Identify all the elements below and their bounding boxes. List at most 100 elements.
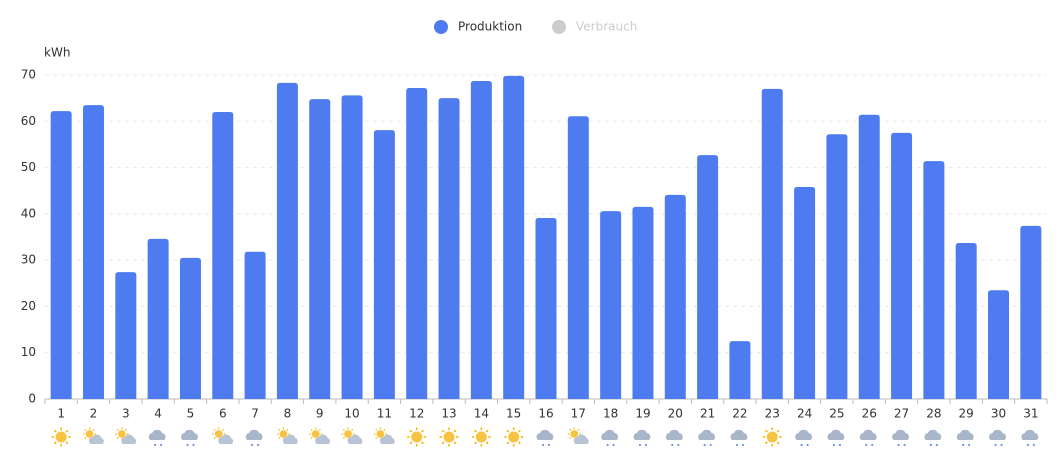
rain-drop [192, 443, 195, 447]
bar [632, 206, 654, 399]
sun [279, 430, 288, 438]
rain-drop [903, 443, 906, 447]
rain-drop [741, 443, 745, 447]
rain-drop [547, 443, 551, 447]
sun [411, 431, 423, 443]
cloud [859, 429, 877, 440]
rain-drop [612, 443, 615, 447]
rain-drop [962, 443, 965, 447]
rain-drop [865, 443, 868, 447]
x-tick-label: 16 [538, 407, 553, 421]
sun-ray [765, 429, 768, 433]
rain-drop [838, 443, 842, 447]
y-axis-label: kWh [44, 46, 70, 60]
bar [858, 114, 880, 399]
sun-ray [318, 428, 321, 431]
weather-icon [51, 427, 71, 447]
bar [891, 132, 913, 399]
sun-ray [116, 437, 119, 440]
bar [567, 116, 589, 400]
sun [214, 430, 223, 438]
weather-icon [181, 429, 198, 447]
sun-ray [421, 441, 424, 445]
bar [212, 112, 234, 400]
bar [761, 88, 783, 399]
cloud [1021, 429, 1039, 440]
x-tick-label: 27 [894, 407, 909, 421]
bar [179, 257, 201, 399]
rain-drop [994, 443, 997, 447]
sun-ray [776, 429, 780, 433]
x-tick-label: 28 [926, 407, 941, 421]
weather-icon [309, 427, 331, 444]
sun-ray [409, 429, 413, 433]
y-tick-label: 10 [21, 345, 36, 359]
weather-icon [536, 429, 554, 447]
x-tick-label: 14 [474, 407, 489, 421]
x-tick-label: 5 [187, 407, 195, 421]
x-tick-label: 30 [991, 407, 1006, 421]
sun-ray [506, 441, 510, 445]
cloud [924, 429, 942, 440]
sun [117, 430, 126, 438]
sun-ray [383, 428, 386, 431]
weather-icon [276, 427, 298, 444]
cloud [892, 429, 909, 440]
sun-ray [310, 437, 313, 440]
weather-icon [924, 429, 942, 447]
weather-icon [859, 429, 877, 447]
cloud [665, 429, 683, 440]
x-tick-label: 1 [57, 407, 65, 421]
x-tick-label: 24 [797, 407, 812, 421]
cloud [536, 429, 554, 440]
weather-icon [730, 429, 748, 447]
weather-icon [82, 427, 104, 444]
bar [729, 341, 751, 399]
x-tick-label: 21 [700, 407, 715, 421]
legend-marker [434, 20, 448, 34]
sun-ray [485, 441, 489, 445]
sun-ray [577, 428, 580, 431]
sun-ray [441, 429, 445, 433]
sun-ray [765, 441, 768, 445]
weather-icon [471, 427, 491, 447]
sun-ray [506, 429, 510, 433]
sun-ray [84, 437, 87, 440]
sun [475, 431, 487, 443]
x-tick-label: 19 [635, 407, 650, 421]
sun [311, 430, 320, 438]
rain-drop [897, 443, 900, 447]
sun-ray [342, 428, 345, 431]
x-tick-label: 29 [959, 407, 974, 421]
sun-ray [92, 428, 95, 431]
weather-icon [1021, 429, 1039, 447]
cloud [148, 429, 166, 440]
cloud [827, 429, 845, 440]
rain-drop [735, 443, 739, 447]
sun-ray [375, 428, 378, 431]
x-tick-label: 22 [732, 407, 747, 421]
rain-drop [806, 443, 809, 447]
cloud [698, 429, 716, 440]
weather-icon [245, 429, 263, 447]
x-tick-label: 6 [219, 407, 227, 421]
x-tick-label: 31 [1023, 407, 1038, 421]
cloud [121, 434, 137, 444]
weather-icon [212, 427, 234, 444]
cloud [795, 429, 812, 440]
x-tick-label: 2 [90, 407, 98, 421]
sun-ray [278, 437, 281, 440]
sun-ray [474, 441, 477, 445]
sun-ray [65, 429, 69, 433]
x-tick-label: 8 [284, 407, 292, 421]
rain-drop [677, 443, 680, 447]
rain-drop [644, 443, 648, 447]
sun-ray [375, 437, 378, 440]
rain-drop [160, 443, 163, 447]
sun-ray [569, 437, 572, 440]
cloud [245, 429, 263, 440]
sun [376, 430, 385, 438]
cloud [989, 429, 1006, 440]
weather-icon [601, 429, 619, 447]
